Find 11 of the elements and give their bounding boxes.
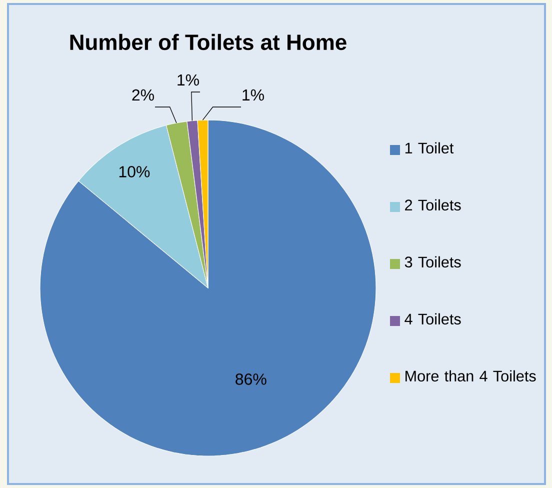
legend-label: 1 Toilet <box>405 142 454 154</box>
chart-title: Number of Toilets at Home <box>70 34 346 50</box>
legend-label: More than 4 Toilets <box>406 370 536 382</box>
legend-label: 3 Toilets <box>404 256 461 268</box>
legend-label: 4 Toilets <box>404 313 461 325</box>
data-label: 1% <box>242 89 264 101</box>
legend-label: 2 Toilets <box>405 199 461 211</box>
data-label: 2% <box>132 89 154 101</box>
data-label: 1% <box>178 74 199 86</box>
data-label: 86% <box>236 374 266 385</box>
data-label: 10% <box>119 166 150 178</box>
